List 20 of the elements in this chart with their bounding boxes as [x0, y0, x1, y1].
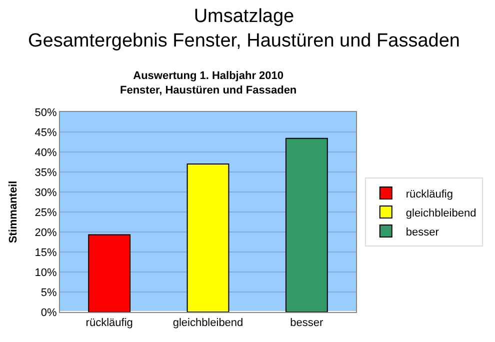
legend-label: besser	[406, 226, 440, 238]
legend-label: gleichbleibend	[406, 207, 476, 220]
y-tick-label: 20%	[34, 226, 58, 239]
y-tick-label: 35%	[34, 166, 58, 179]
legend-label: rückläufig	[406, 188, 453, 200]
y-tick-label: 15%	[34, 246, 58, 259]
x-tick-label: besser	[290, 317, 324, 330]
y-tick-label: 40%	[34, 146, 58, 159]
y-axis-title: Stimmanteil	[7, 180, 20, 244]
chart-title: Umsatzlage Gesamtergebnis Fenster, Haustüren und Fassaden	[28, 6, 460, 52]
y-tick-label: 10%	[34, 266, 58, 279]
y-tick-label: 30%	[34, 186, 58, 199]
y-tick-label: 5%	[40, 286, 58, 299]
x-tick-label: gleichbleibend	[172, 317, 244, 330]
y-tick-label: 45%	[34, 126, 58, 139]
y-tick-label: 25%	[34, 206, 58, 219]
y-tick-label: 0%	[40, 306, 58, 319]
chart-subtitle: Auswertung 1. Halbjahr 2010 Fenster, Haustüren und Fassaden	[120, 70, 297, 96]
y-tick-label: 50%	[34, 106, 58, 119]
x-tick-label: rückläufig	[86, 317, 133, 330]
